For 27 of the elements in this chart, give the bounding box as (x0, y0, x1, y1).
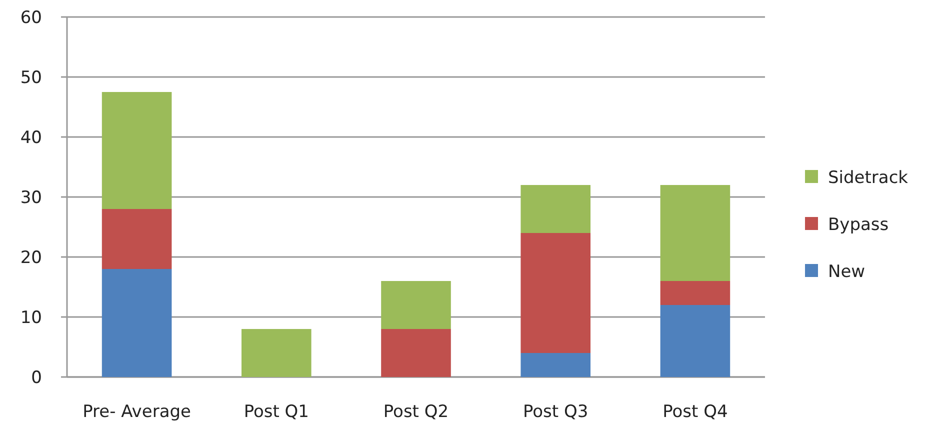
y-tick-label: 60 (20, 8, 42, 28)
y-tick-label: 50 (20, 68, 42, 88)
y-tick-label: 0 (31, 368, 42, 388)
bar (242, 329, 312, 377)
bar (520, 185, 590, 233)
legend-label: New (828, 262, 866, 282)
legend-label: Sidetrack (828, 168, 908, 188)
y-tick-label: 40 (20, 128, 42, 148)
bar (660, 305, 730, 377)
bar (102, 269, 172, 377)
bar (520, 353, 590, 377)
x-tick-label: Pre- Average (82, 402, 191, 422)
y-tick-label: 30 (20, 188, 42, 208)
bar (102, 92, 172, 209)
bar (660, 281, 730, 305)
x-tick-label: Post Q3 (523, 402, 588, 422)
legend-label: Bypass (828, 214, 889, 235)
bar (381, 329, 451, 377)
x-tick-label: Post Q4 (662, 402, 728, 422)
bar (520, 233, 590, 353)
y-tick-label: 20 (20, 248, 42, 268)
x-tick-label: Post Q1 (244, 402, 309, 422)
y-tick-label: 10 (20, 308, 42, 328)
bar (660, 185, 730, 281)
bar (381, 281, 451, 329)
x-tick-label: Post Q2 (383, 402, 449, 422)
bar (102, 209, 172, 269)
